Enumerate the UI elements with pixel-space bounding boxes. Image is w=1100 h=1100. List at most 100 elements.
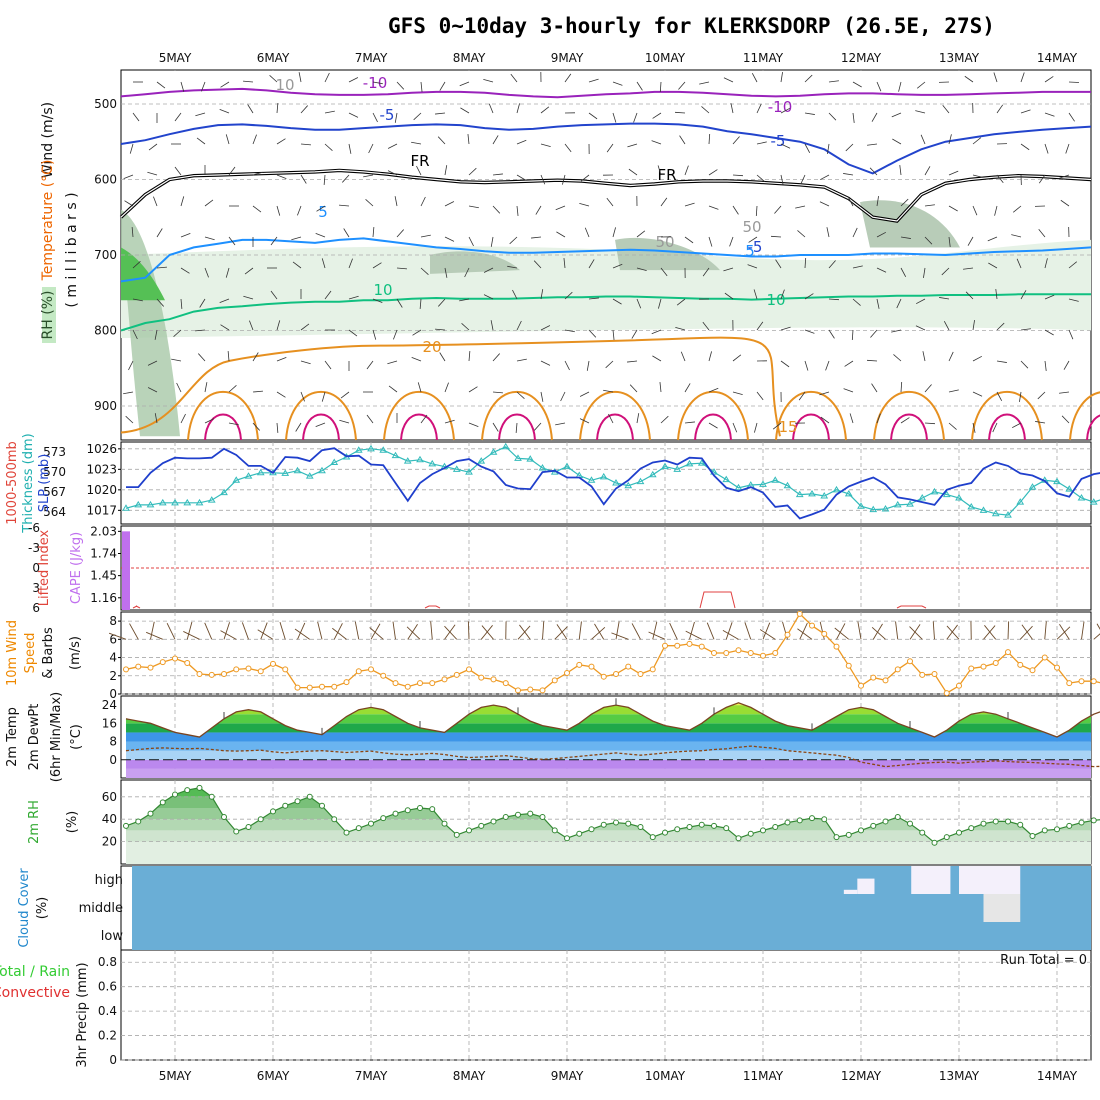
wind-barb [775, 259, 782, 269]
wind-barb [900, 236, 911, 239]
wind-barb [684, 165, 689, 176]
wind-barb [243, 80, 254, 83]
wind-barb [535, 205, 542, 215]
surface-wind-barb [836, 623, 846, 640]
series-marker [735, 835, 742, 842]
wind-barb [324, 72, 330, 83]
cloud-block-high [843, 889, 858, 894]
wind-barb [339, 204, 350, 207]
series-marker [784, 631, 791, 638]
panel-ylabel: (6hr Min/Max) [49, 692, 64, 782]
wind-barb [321, 258, 326, 269]
rh-legend-swatch [42, 287, 56, 343]
wind-barb [1044, 76, 1054, 83]
series-marker [564, 670, 570, 677]
wind-barb [531, 236, 542, 239]
series-marker [930, 487, 939, 495]
temp-contour-15 [120, 336, 781, 437]
series-marker [1005, 818, 1011, 825]
wind-barb [606, 143, 614, 153]
x-tick-top: 7MAY [355, 51, 388, 65]
series-marker [612, 479, 620, 486]
series-marker [233, 666, 240, 673]
series-marker [857, 502, 865, 509]
wind-barb [708, 236, 713, 247]
wind-barb [988, 262, 998, 269]
wind-barb [540, 143, 551, 147]
wind-barb [1016, 258, 1022, 269]
wind-barb [132, 261, 141, 269]
series-marker [820, 492, 829, 499]
surface-wind-barb [430, 621, 433, 640]
temp-contour-25 [1086, 414, 1100, 441]
wind-barb [420, 234, 431, 238]
wind-barb [699, 81, 710, 85]
x-tick-bottom: 6MAY [257, 1069, 290, 1083]
lifted-index-tick: -6 [28, 521, 40, 535]
series-marker [893, 500, 902, 508]
wind-barb [156, 298, 164, 307]
wind-barb [972, 137, 982, 145]
wind-barb [225, 134, 230, 145]
wind-barb [612, 298, 622, 305]
wind-barb [372, 329, 377, 340]
series-marker [588, 663, 595, 670]
wind-barb [124, 200, 134, 207]
wind-barb [300, 143, 311, 146]
wind-barb [444, 419, 455, 424]
series-marker [637, 824, 644, 831]
wind-barb [1020, 109, 1031, 114]
series-marker [134, 500, 143, 508]
wind-barb [876, 196, 879, 207]
wind-barb [636, 298, 642, 309]
y-tick-cape_li: 2.03 [90, 524, 117, 538]
series-marker [649, 666, 656, 673]
wind-barb [228, 236, 236, 246]
surface-wind-barb [279, 621, 286, 640]
wind-barb [348, 77, 359, 83]
surface-wind-barb [554, 626, 568, 640]
series-marker [1090, 678, 1097, 685]
temp-contour-25 [204, 413, 242, 441]
temp-contour-20 [285, 390, 357, 441]
wind-barb [948, 205, 958, 212]
wind-barb [438, 298, 446, 307]
series-marker [1089, 498, 1098, 505]
cloud-block-middle [983, 894, 1021, 922]
series-marker [918, 494, 927, 501]
series-marker [282, 666, 289, 673]
wind-barb [849, 413, 854, 424]
wind-barb [871, 112, 878, 122]
wind-barb [372, 81, 383, 85]
wind-barb [579, 418, 590, 424]
series-marker [429, 680, 436, 687]
wind-barb [562, 174, 566, 185]
series-marker [159, 659, 166, 666]
pressure-tick: 600 [94, 172, 117, 186]
wind-barb [1020, 143, 1030, 151]
wind-barb [751, 72, 758, 83]
temp-bands [126, 702, 1091, 778]
wind-barb [996, 391, 1003, 402]
series-line-slp_thick [125, 446, 1100, 516]
wind-barb [972, 205, 978, 216]
series-marker [735, 647, 742, 654]
contour-label: 50 [742, 218, 761, 236]
wind-barb [723, 77, 734, 83]
series-marker [625, 820, 632, 827]
wind-barb [563, 258, 566, 269]
wind-barb [219, 298, 230, 303]
x-axis-top: 5MAY 6MAY 7MAY 8MAY 9MAY 10MAY 11MAY 12MAY 13MAY… [159, 51, 1078, 65]
series-marker [196, 670, 203, 677]
wind-barb [132, 112, 140, 122]
surface-wind-barb [1019, 625, 1033, 640]
rh-bands [126, 787, 1091, 864]
wind-barb [660, 415, 669, 424]
wind-barb [516, 174, 526, 181]
series-marker [428, 459, 437, 467]
series-marker [331, 816, 338, 823]
rh-band [126, 808, 1091, 820]
series-marker [882, 818, 889, 825]
series-marker [1053, 477, 1061, 485]
series-marker [649, 834, 656, 841]
